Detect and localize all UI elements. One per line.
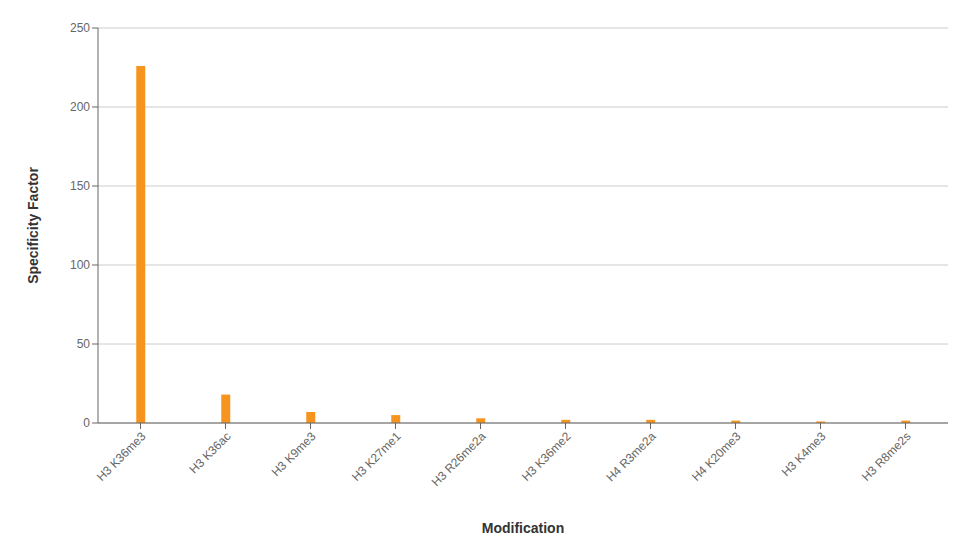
svg-text:H3 K36me2: H3 K36me2	[519, 429, 574, 484]
svg-text:100: 100	[70, 258, 90, 272]
svg-text:H4 K20me3: H4 K20me3	[689, 429, 744, 484]
svg-text:Modification: Modification	[482, 520, 564, 536]
svg-text:200: 200	[70, 100, 90, 114]
svg-text:H3 K27me1: H3 K27me1	[349, 429, 404, 484]
svg-text:H3 K4me3: H3 K4me3	[779, 429, 829, 479]
svg-text:0: 0	[83, 416, 90, 430]
svg-text:H4 R3me2a: H4 R3me2a	[603, 429, 658, 484]
svg-text:H3 R26me2a: H3 R26me2a	[429, 429, 489, 489]
svg-text:H3 K36ac: H3 K36ac	[186, 429, 233, 476]
svg-text:150: 150	[70, 179, 90, 193]
svg-text:H3 R8me2s: H3 R8me2s	[859, 429, 914, 484]
svg-text:H3 K9me3: H3 K9me3	[269, 429, 319, 479]
svg-text:250: 250	[70, 21, 90, 35]
svg-text:50: 50	[77, 337, 91, 351]
svg-text:Specificity Factor: Specificity Factor	[25, 167, 41, 284]
svg-text:H3 K36me3: H3 K36me3	[94, 429, 149, 484]
